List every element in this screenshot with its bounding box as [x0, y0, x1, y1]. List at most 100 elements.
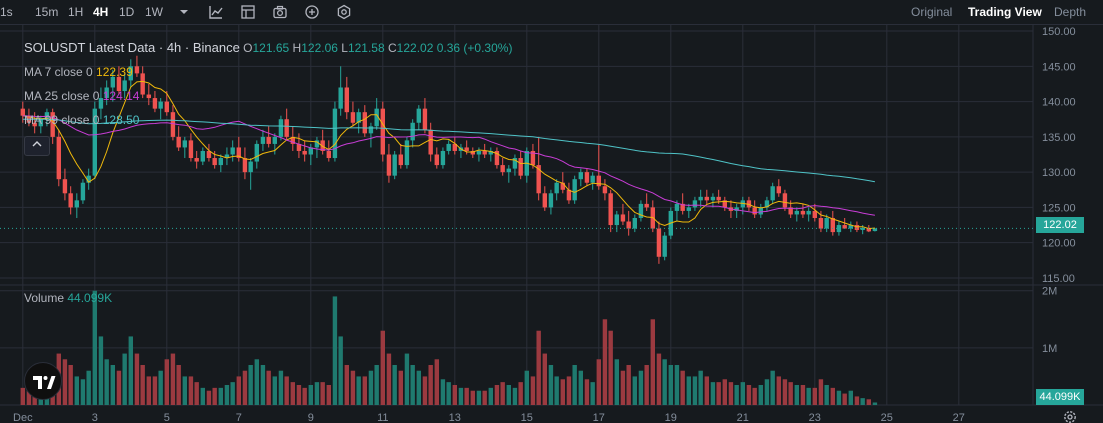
candle-body — [326, 150, 331, 159]
candle-body — [296, 143, 302, 151]
ohlc-legend: SOLUSDT Latest Data · 4h · Binance O121.… — [24, 40, 512, 55]
candle-body — [476, 150, 482, 155]
volume-bar — [92, 290, 97, 405]
volume-bar — [794, 385, 799, 405]
volume-bar — [338, 336, 343, 405]
time-tick-label: 7 — [236, 412, 242, 423]
candle-body — [512, 158, 518, 169]
volume-bar — [512, 387, 518, 405]
candle-body — [302, 150, 307, 155]
volume-bar — [602, 319, 608, 405]
camera-icon[interactable] — [272, 4, 288, 20]
candle-body — [788, 207, 793, 215]
volume-bar — [158, 370, 163, 405]
candle-body — [518, 158, 523, 176]
volume-bar — [308, 385, 313, 405]
tradingview-logo-icon — [33, 376, 56, 389]
candle-body — [290, 136, 295, 144]
volume-bar — [542, 353, 547, 405]
volume-bar — [590, 382, 595, 405]
candle-body — [464, 147, 469, 151]
time-tick-label: 9 — [308, 412, 314, 423]
candle-body — [266, 136, 271, 144]
timeframe-15m[interactable]: 15m — [35, 5, 59, 19]
volume-bar — [206, 390, 212, 405]
gear-icon[interactable] — [1062, 409, 1078, 423]
volume-bar — [818, 379, 824, 405]
candle-body — [602, 186, 608, 194]
view-depth[interactable]: Depth — [1054, 5, 1087, 19]
timeframe-1w[interactable]: 1W — [145, 5, 163, 19]
timeframe-1h[interactable]: 1H — [68, 5, 84, 19]
timeframe-4h[interactable]: 4H — [93, 5, 109, 19]
open-label: O — [243, 41, 253, 55]
plus-circle-icon[interactable] — [304, 4, 320, 20]
candle-body — [572, 179, 577, 201]
candle-body — [350, 112, 356, 123]
tradingview-logo[interactable] — [24, 362, 62, 400]
view-trading-view[interactable]: Trading View — [968, 5, 1042, 19]
price-tick-label: 150.00 — [1042, 26, 1076, 38]
open-value: 121.65 — [252, 41, 290, 55]
ma7-legend[interactable]: MA 7 close 0 122.39 — [24, 65, 133, 79]
candle-body — [170, 112, 176, 137]
candle-body — [188, 140, 194, 159]
candle-body — [158, 101, 163, 109]
candle-body — [608, 193, 613, 226]
ma7-value: 122.39 — [96, 65, 133, 79]
volume-bar — [332, 296, 338, 405]
candle-body — [146, 94, 151, 99]
volume-bar — [380, 330, 385, 405]
candle-body — [698, 196, 703, 201]
volume-bar — [716, 382, 721, 405]
chevron-down-icon[interactable] — [176, 4, 192, 20]
volume-bar — [638, 370, 644, 405]
candle-body — [764, 200, 770, 208]
settings-icon[interactable] — [336, 4, 352, 20]
ma25-legend[interactable]: MA 25 close 0 124.14 — [24, 89, 139, 103]
layout-icon[interactable] — [240, 4, 256, 20]
candle-body — [374, 108, 379, 127]
candle-body — [452, 143, 457, 151]
timeframe-1d[interactable]: 1D — [119, 5, 135, 19]
candlesticks — [20, 55, 878, 264]
volume-bar — [68, 365, 73, 405]
volume-bar — [722, 379, 727, 405]
candle-body — [62, 179, 68, 194]
timeframe-1s[interactable]: 1s — [0, 5, 13, 19]
volume-bar — [464, 387, 469, 405]
volume-value: 44.099K — [67, 291, 113, 305]
indicator-icon[interactable] — [208, 4, 224, 20]
candle-body — [80, 182, 86, 201]
candle-body — [32, 122, 37, 127]
price-tick-label: 140.00 — [1042, 97, 1076, 109]
candle-body — [230, 147, 235, 155]
volume-bar — [824, 385, 829, 405]
candle-body — [488, 150, 493, 155]
volume-bar — [470, 390, 475, 405]
candle-body — [416, 108, 421, 123]
price-tick-label: 120.00 — [1042, 238, 1076, 250]
volume-bar — [260, 365, 266, 405]
candle-body — [422, 108, 428, 130]
candle-body — [566, 189, 572, 201]
view-original[interactable]: Original — [911, 5, 953, 19]
volume-bar — [242, 370, 248, 405]
candle-body — [104, 87, 109, 99]
price-tick-label: 115.00 — [1042, 273, 1075, 285]
candle-body — [818, 217, 824, 229]
candle-body — [50, 112, 55, 137]
ma99-label: MA 99 close 0 — [24, 113, 100, 127]
volume-bar — [872, 402, 878, 405]
candle-body — [872, 228, 878, 232]
candle-body — [74, 200, 79, 208]
price-tick-label: 135.00 — [1042, 132, 1076, 144]
ma99-legend[interactable]: MA 99 close 0 128.50 — [24, 113, 139, 127]
volume-bar — [836, 390, 842, 405]
candle-body — [752, 207, 757, 215]
volume-bar — [422, 376, 428, 405]
candle-body — [494, 150, 500, 166]
collapse-legend-button[interactable] — [24, 136, 50, 156]
